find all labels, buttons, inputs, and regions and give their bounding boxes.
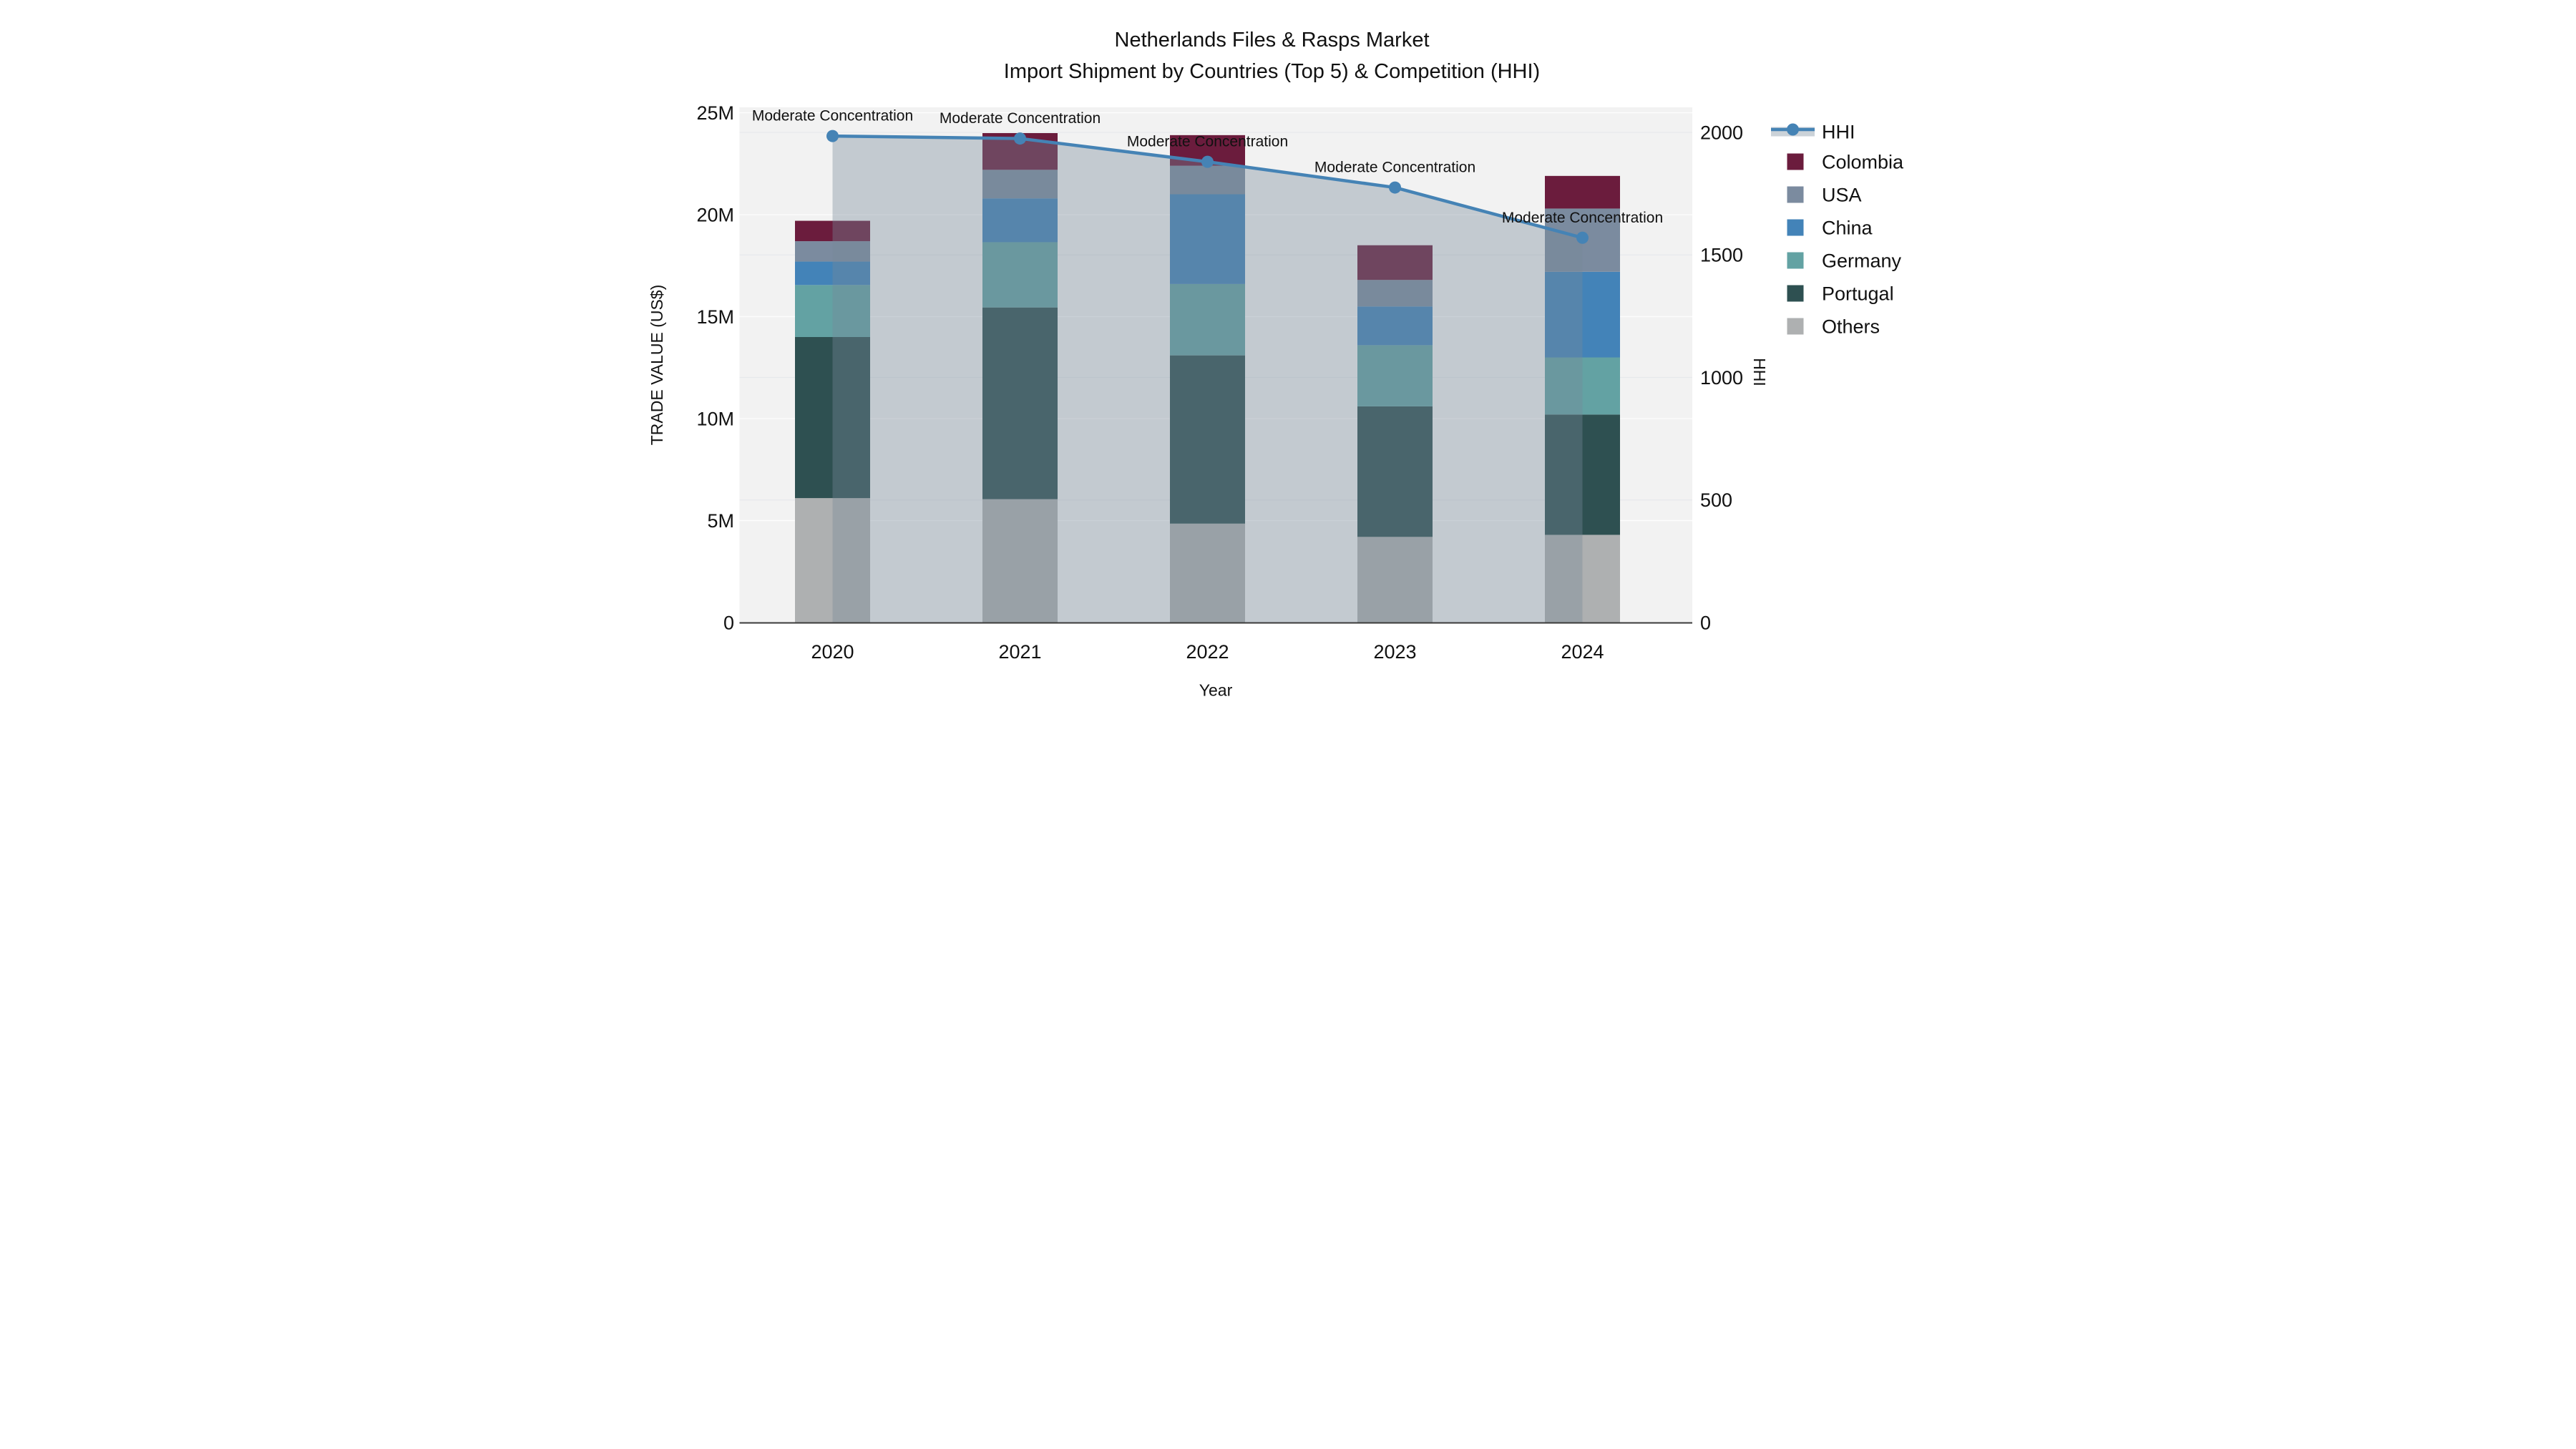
legend-item-china[interactable]: China (1787, 217, 1873, 238)
y-left-tick-10m: 10M (696, 408, 734, 429)
legend-label-portugal: Portugal (1822, 283, 1894, 304)
bar-segment-usa-2020[interactable] (795, 241, 870, 262)
y-left-tick-25m: 25M (696, 102, 734, 124)
legend-item-hhi[interactable]: HHI (1771, 121, 1855, 142)
y-right-tick-2000: 2000 (1700, 122, 1743, 143)
bar-segment-usa-2021[interactable] (982, 170, 1058, 199)
bar-segment-portugal-2020[interactable] (795, 337, 870, 499)
usa-swatch (1787, 186, 1804, 203)
x-tick-2021: 2021 (998, 641, 1041, 663)
legend-label-china: China (1822, 217, 1873, 238)
hhi-area-fill (832, 136, 1583, 623)
chart-title-line1: Netherlands Files & Rasps Market (1115, 29, 1430, 52)
bar-segment-portugal-2023[interactable] (1357, 406, 1433, 537)
y-right-tick-0: 0 (1700, 612, 1711, 633)
hhi-marker-2023[interactable] (1389, 181, 1401, 194)
legend-label-germany: Germany (1822, 250, 1902, 271)
figure-container: Moderate Concentration Moderate Concentra… (644, 0, 1932, 725)
bar-segment-china-2024[interactable] (1545, 271, 1620, 358)
colombia-swatch (1787, 153, 1804, 170)
hhi-area-fill-layer (832, 136, 1583, 623)
bar-segment-germany-2024[interactable] (1545, 357, 1620, 415)
y-right-tick-500: 500 (1700, 489, 1732, 511)
annotation-2021: Moderate Concentration (940, 110, 1101, 127)
legend-item-portugal[interactable]: Portugal (1787, 283, 1894, 304)
x-tick-2023: 2023 (1373, 641, 1416, 663)
stacked-bars-layer (795, 133, 1620, 623)
bar-segment-colombia-2023[interactable] (1357, 245, 1433, 280)
y-left-tick-15m: 15M (696, 306, 734, 328)
annotation-2020: Moderate Concentration (752, 108, 913, 125)
y-right-tick-1500: 1500 (1700, 245, 1743, 266)
bar-segment-colombia-2020[interactable] (795, 220, 870, 242)
bar-segment-china-2020[interactable] (795, 261, 870, 286)
bar-segment-germany-2023[interactable] (1357, 345, 1433, 406)
bar-segment-germany-2020[interactable] (795, 285, 870, 337)
y-axis-left-title: TRADE VALUE (US$) (648, 285, 666, 446)
chart-title-line2: Import Shipment by Countries (Top 5) & C… (1004, 60, 1540, 83)
y-axis-right-title: HHI (1750, 358, 1769, 386)
hhi-marker-2020[interactable] (826, 130, 839, 142)
bar-segment-germany-2021[interactable] (982, 242, 1058, 308)
bar-segment-portugal-2021[interactable] (982, 307, 1058, 499)
legend-label-colombia: Colombia (1822, 151, 1904, 172)
bar-segment-others-2021[interactable] (982, 499, 1058, 623)
annotation-2022: Moderate Concentration (1127, 134, 1288, 150)
y-left-tick-20m: 20M (696, 204, 734, 225)
hhi-line-layer (826, 130, 1589, 244)
x-tick-2024: 2024 (1561, 641, 1604, 663)
annotations-layer: Moderate Concentration Moderate Concentra… (752, 108, 1663, 226)
y-left-tick-5m: 5M (707, 510, 734, 532)
legend-item-usa[interactable]: USA (1787, 184, 1862, 205)
bar-segment-germany-2022[interactable] (1170, 283, 1245, 356)
bar-segment-others-2020[interactable] (795, 498, 870, 623)
bar-segment-china-2023[interactable] (1357, 306, 1433, 346)
bar-segment-usa-2022[interactable] (1170, 165, 1245, 195)
x-tick-2020: 2020 (811, 641, 854, 663)
bar-segment-others-2023[interactable] (1357, 537, 1433, 623)
germany-swatch (1787, 252, 1804, 269)
chart-canvas: Moderate Concentration Moderate Concentra… (644, 0, 1932, 725)
legend-item-others[interactable]: Others (1787, 316, 1880, 337)
hhi-marker-2024[interactable] (1576, 231, 1589, 244)
hhi-marker-swatch (1787, 123, 1799, 136)
bar-segment-others-2024[interactable] (1545, 535, 1620, 623)
bar-segment-colombia-2024[interactable] (1545, 175, 1620, 209)
china-swatch (1787, 219, 1804, 236)
portugal-swatch (1787, 285, 1804, 302)
legend-item-colombia[interactable]: Colombia (1787, 151, 1905, 172)
annotation-2024: Moderate Concentration (1502, 210, 1663, 226)
bar-segment-portugal-2024[interactable] (1545, 414, 1620, 535)
bar-segment-china-2022[interactable] (1170, 194, 1245, 284)
annotation-2023: Moderate Concentration (1314, 160, 1475, 176)
x-tick-2022: 2022 (1186, 641, 1229, 663)
legend: HHI Colombia USA China Germany Portugal … (1771, 121, 1904, 337)
bar-segment-others-2022[interactable] (1170, 523, 1245, 623)
bar-segment-portugal-2022[interactable] (1170, 355, 1245, 524)
y-right-tick-1000: 1000 (1700, 367, 1743, 389)
legend-item-germany[interactable]: Germany (1787, 250, 1902, 271)
legend-label-hhi: HHI (1822, 121, 1855, 142)
bar-segment-china-2021[interactable] (982, 198, 1058, 243)
legend-label-usa: USA (1822, 184, 1862, 205)
hhi-marker-2022[interactable] (1201, 155, 1214, 168)
legend-label-others: Others (1822, 316, 1880, 337)
y-left-tick-0: 0 (723, 612, 734, 633)
hhi-marker-2021[interactable] (1014, 132, 1026, 145)
x-axis-title: Year (1199, 681, 1233, 700)
bar-segment-usa-2023[interactable] (1357, 280, 1433, 307)
others-swatch (1787, 318, 1804, 335)
